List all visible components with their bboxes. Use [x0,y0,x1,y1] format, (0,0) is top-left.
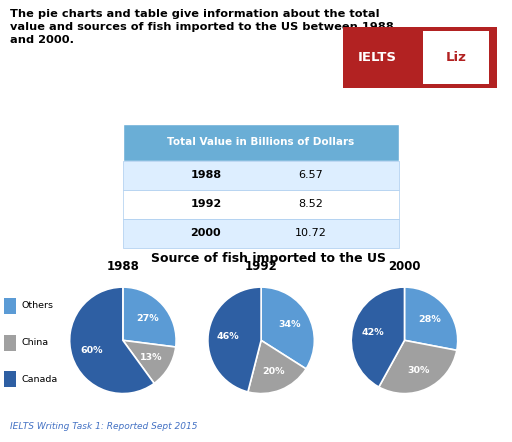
Text: 13%: 13% [140,353,162,362]
Text: 20%: 20% [262,366,285,376]
Wedge shape [248,340,306,393]
Text: 1988: 1988 [190,170,221,180]
Text: 1992: 1992 [190,199,222,209]
Text: Total Value in Billions of Dollars: Total Value in Billions of Dollars [167,137,355,147]
Text: 28%: 28% [418,315,441,324]
Text: 10.72: 10.72 [295,228,327,238]
Title: 2000: 2000 [388,259,421,273]
Bar [423,31,489,84]
Text: Source of fish imported to the US: Source of fish imported to the US [152,252,386,265]
Wedge shape [123,340,176,383]
Text: 30%: 30% [408,366,430,375]
Text: 8.52: 8.52 [298,199,323,209]
Text: Canada: Canada [22,375,58,384]
Bar [4,335,16,351]
Wedge shape [261,287,314,369]
Bar [123,161,399,190]
Text: 2000: 2000 [190,228,221,238]
Text: 27%: 27% [136,314,159,323]
Text: 42%: 42% [361,328,384,337]
Wedge shape [404,287,458,351]
Title: 1992: 1992 [245,259,278,273]
Wedge shape [379,340,457,393]
Wedge shape [70,287,154,393]
Text: Liz: Liz [445,51,466,64]
Text: 6.57: 6.57 [298,170,323,180]
Bar [4,298,16,314]
Text: China: China [22,338,49,347]
Text: Others: Others [22,301,54,310]
Title: 1988: 1988 [106,259,139,273]
Text: 34%: 34% [279,320,301,329]
Text: IELTS: IELTS [357,51,396,64]
Wedge shape [351,287,404,387]
Bar [123,219,399,248]
Wedge shape [208,287,261,392]
Text: 46%: 46% [217,332,240,341]
Bar [123,190,399,219]
Bar [4,371,16,388]
Text: The pie charts and table give information about the total
value and sources of f: The pie charts and table give informatio… [10,9,394,45]
Text: 60%: 60% [80,346,103,355]
Text: IELTS Writing Task 1: Reported Sept 2015: IELTS Writing Task 1: Reported Sept 2015 [10,422,198,431]
Bar [123,124,399,161]
Wedge shape [123,287,176,347]
